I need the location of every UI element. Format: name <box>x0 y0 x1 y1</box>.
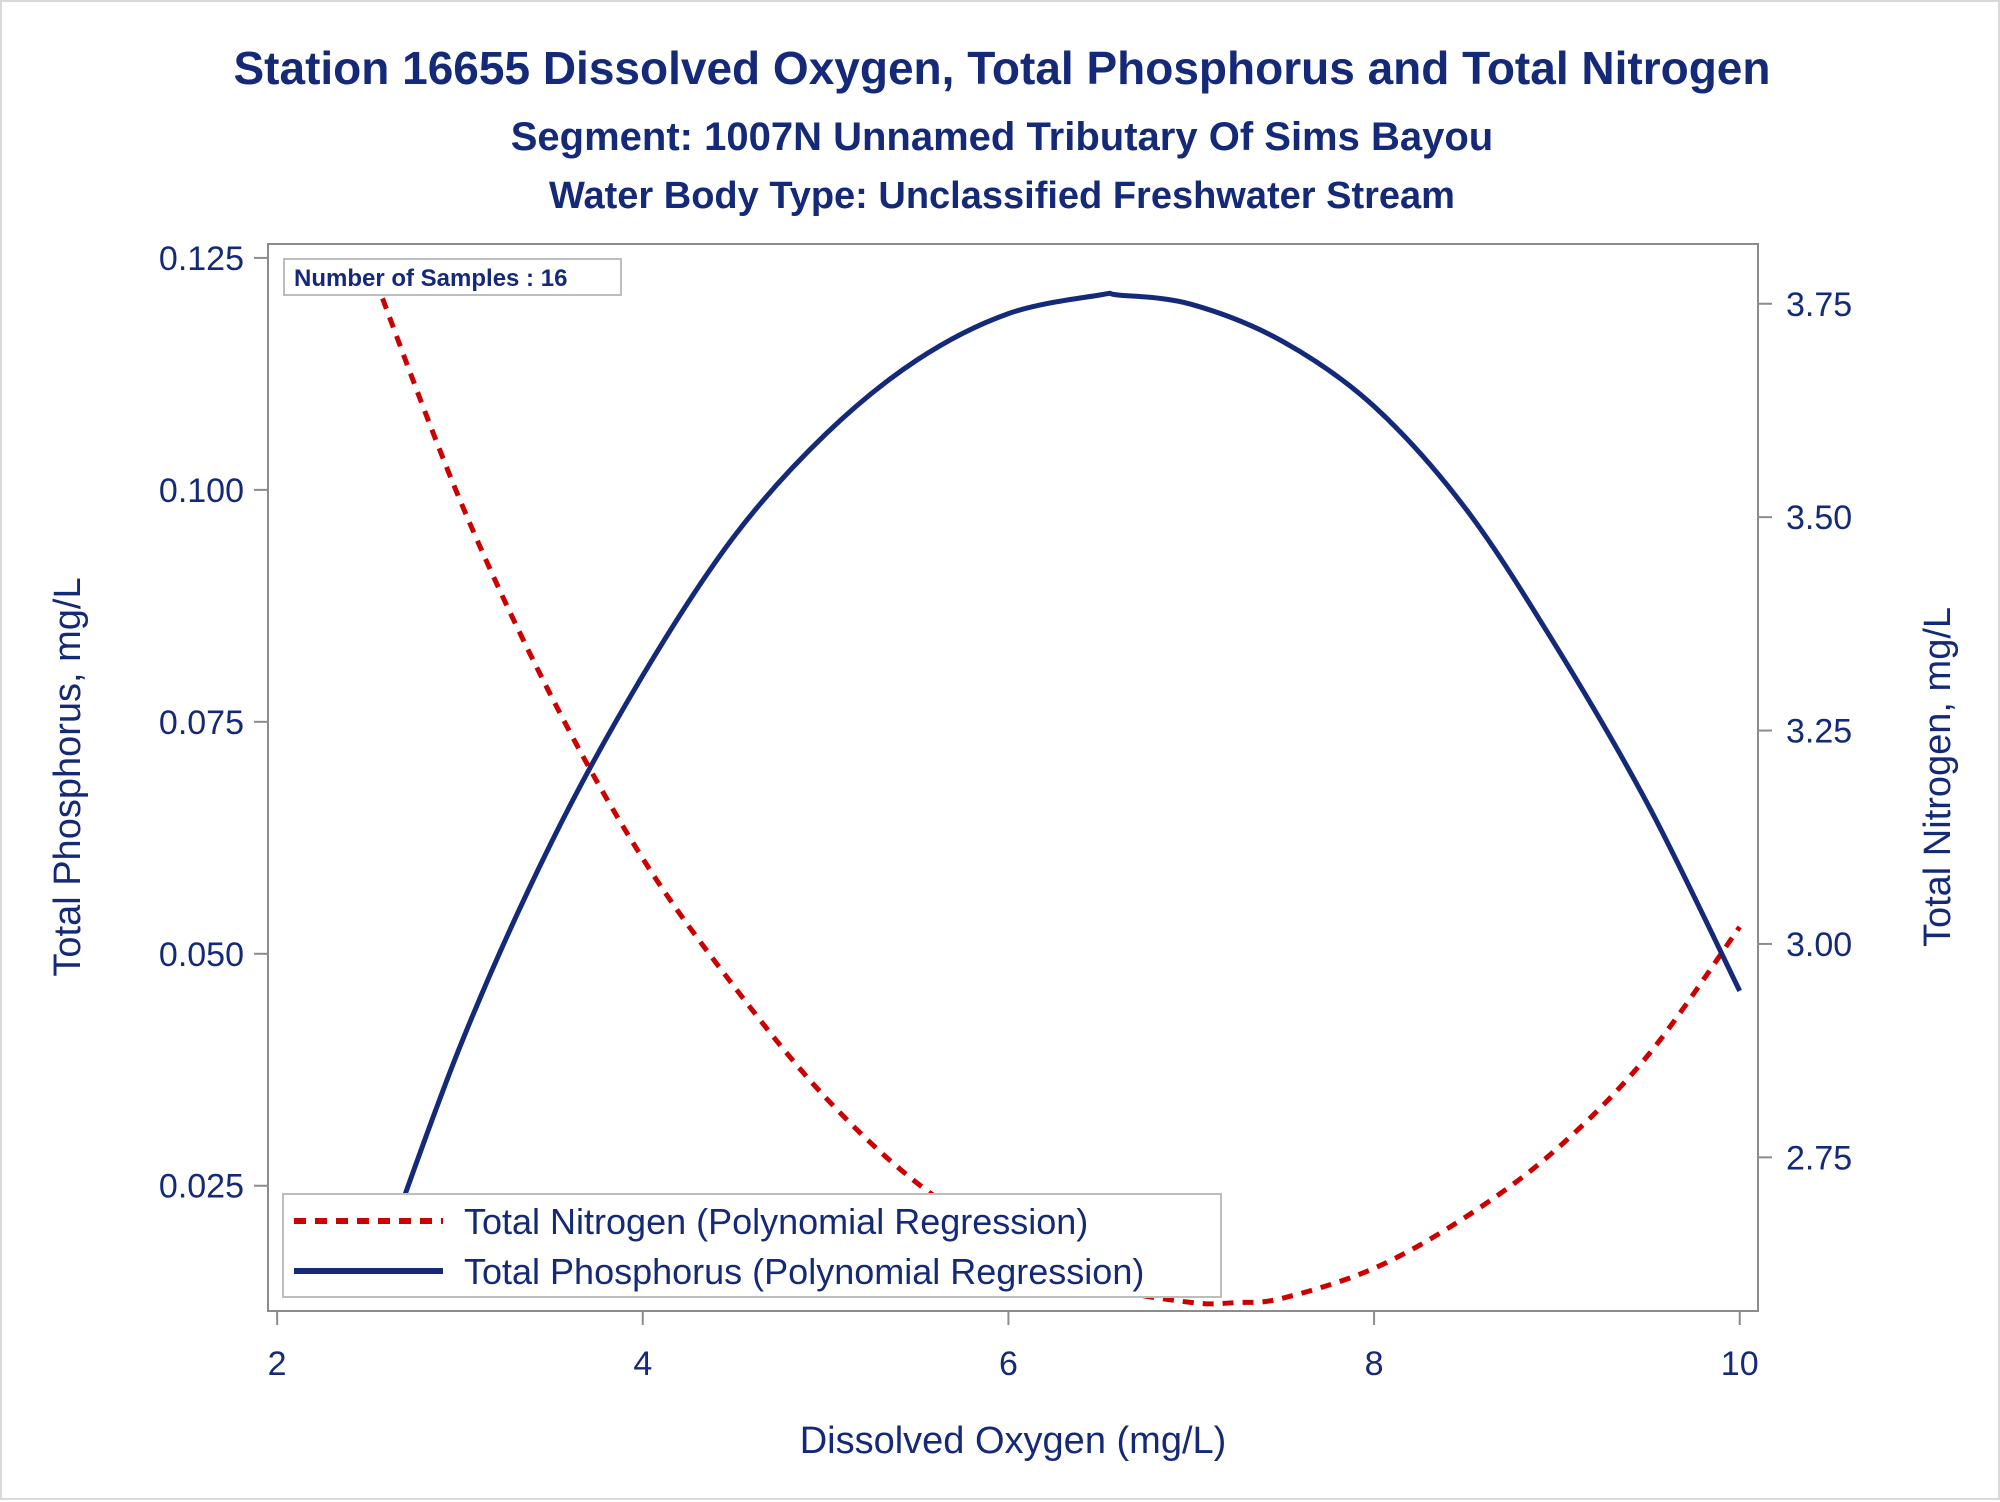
x-tick-label: 4 <box>633 1345 652 1383</box>
y-right-tick-label: 3.50 <box>1786 499 1852 537</box>
samples-annotation: Number of Samples : 16 <box>283 258 622 296</box>
y-left-tick-label: 0.075 <box>159 704 244 742</box>
samples-annotation-text: Number of Samples : 16 <box>294 265 567 292</box>
x-tick-label: 8 <box>1365 1345 1384 1383</box>
phosphorus-regression-line <box>366 290 1742 1298</box>
x-axis: 2 4 6 8 10 <box>268 1311 1759 1383</box>
series-layer <box>366 260 1742 1307</box>
legend-box <box>282 1193 1222 1298</box>
x-tick-label: 2 <box>268 1345 287 1383</box>
chart-title: Station 16655 Dissolved Oxygen, Total Ph… <box>233 42 1770 94</box>
y-left-tick-label: 0.100 <box>159 472 244 510</box>
y-left-tick-label: 0.050 <box>159 936 244 974</box>
legend: Total Nitrogen (Polynomial Regression) T… <box>282 1193 1222 1298</box>
legend-label-nitrogen: Total Nitrogen (Polynomial Regression) <box>464 1201 1088 1242</box>
y-right-tick-label: 3.25 <box>1786 713 1852 751</box>
y-right-tick-label: 3.75 <box>1786 286 1852 324</box>
x-tick-label: 10 <box>1721 1345 1759 1383</box>
chart-subtitle: Segment: 1007N Unnamed Tributary Of Sims… <box>511 115 1493 159</box>
plot-area <box>267 243 1759 1312</box>
samples-annotation-box <box>283 258 622 296</box>
y-left-tick-label: 0.025 <box>159 1168 244 1206</box>
nitrogen-regression-line <box>366 260 1742 1307</box>
y-left-tick-label: 0.125 <box>159 240 244 278</box>
y-right-tick-label: 2.75 <box>1786 1139 1852 1177</box>
y-axis-right-label: Total Nitrogen, mg/L <box>1917 607 1959 947</box>
y-right-tick-label: 3.00 <box>1786 926 1852 964</box>
legend-label-phosphorus: Total Phosphorus (Polynomial Regression) <box>464 1251 1144 1292</box>
y-axis-left-label: Total Phosphorus, mg/L <box>47 577 89 976</box>
chart-subtitle-2: Water Body Type: Unclassified Freshwater… <box>549 175 1455 217</box>
y-axis-left: 0.025 0.050 0.075 0.100 0.125 <box>159 240 268 1206</box>
x-tick-label: 6 <box>999 1345 1018 1383</box>
y-axis-right: 2.75 3.00 3.25 3.50 3.75 <box>1758 286 1852 1177</box>
x-axis-label: Dissolved Oxygen (mg/L) <box>800 1420 1227 1462</box>
